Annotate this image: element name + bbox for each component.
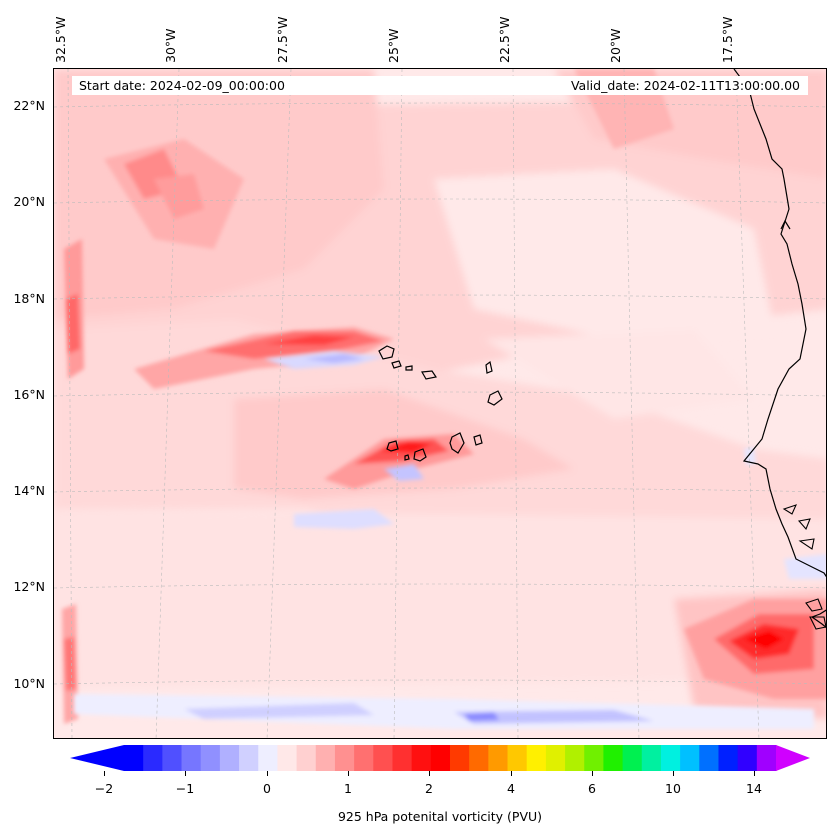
colorbar-segment <box>277 745 298 771</box>
colorbar-segment <box>430 745 451 771</box>
colorbar-segment <box>239 745 259 771</box>
lon-label-30w: 30°W <box>163 28 178 63</box>
colorbar-segment <box>296 745 317 771</box>
colorbar-segments <box>124 745 777 771</box>
colorbar-segment <box>565 745 585 771</box>
cb-tickmark-10 <box>673 771 674 776</box>
cb-tick-label-10: 10 <box>665 781 681 796</box>
colorbar-segment <box>450 745 470 771</box>
lat-label-12n: 12°N <box>13 579 45 594</box>
pv-negative-areas <box>74 351 826 729</box>
colorbar-segment <box>411 745 432 771</box>
gridlines <box>54 69 826 738</box>
cb-tickmark-6 <box>592 771 593 776</box>
cb-tickmark-14 <box>754 771 755 776</box>
lon-label-27-5w: 27.5°W <box>275 16 290 63</box>
cape-verde-islands <box>378 345 503 462</box>
colorbar-segment <box>737 745 758 771</box>
cb-tickmark-m1 <box>185 771 186 776</box>
colorbar-segment <box>680 745 700 771</box>
cb-tickmark-m2 <box>104 771 105 776</box>
colorbar-segment <box>334 745 355 771</box>
colorbar-segment <box>200 745 221 771</box>
lon-label-17-5w: 17.5°W <box>720 16 735 63</box>
cb-tick-label-2: 2 <box>425 781 433 796</box>
lat-label-16n: 16°N <box>13 387 45 402</box>
colorbar-segment <box>756 745 777 771</box>
pv-field <box>54 69 826 738</box>
colorbar-segment <box>603 745 624 771</box>
lon-label-25w: 25°W <box>386 28 401 63</box>
colorbar-segment <box>469 745 489 771</box>
colorbar-segment <box>258 745 279 771</box>
cb-tickmark-0 <box>267 771 268 776</box>
cb-tick-label-m2: −2 <box>94 781 114 796</box>
colorbar-segment <box>545 745 566 771</box>
colorbar-segment <box>660 745 681 771</box>
lon-label-20w: 20°W <box>608 28 623 63</box>
coastline-west-africa <box>733 69 826 629</box>
cb-tick-label-6: 6 <box>588 781 596 796</box>
cb-tickmark-4 <box>511 771 512 776</box>
cb-tick-label-m1: −1 <box>175 781 195 796</box>
lat-label-14n: 14°N <box>13 483 45 498</box>
lat-label-20n: 20°N <box>13 194 45 209</box>
lat-label-18n: 18°N <box>13 291 45 306</box>
colorbar-segment <box>507 745 528 771</box>
colorbar-segment <box>219 745 240 771</box>
colorbar-label: 925 hPa potenital vorticity (PVU) <box>337 809 543 824</box>
colorbar-extend-min <box>70 745 124 771</box>
cb-tickmark-1 <box>348 771 349 776</box>
date-info-bar <box>72 76 808 95</box>
cb-tick-label-1: 1 <box>344 781 352 796</box>
lat-label-22n: 22°N <box>13 98 45 113</box>
colorbar-segment <box>373 745 394 771</box>
valid-date-text: Valid_date: 2024-02-11T13:00:00.00 <box>570 78 800 93</box>
lat-label-10n: 10°N <box>13 676 45 691</box>
colorbar-segment <box>584 745 605 771</box>
lon-label-22-5w: 22.5°W <box>497 16 512 63</box>
colorbar-segment <box>315 745 336 771</box>
colorbar-segment <box>392 745 413 771</box>
colorbar-segment <box>488 745 509 771</box>
colorbar-segment <box>641 745 662 771</box>
lon-label-32-5w: 32.5°W <box>53 16 68 63</box>
colorbar-segment <box>181 745 202 771</box>
start-date-text: Start date: 2024-02-09_00:00:00 <box>79 78 285 93</box>
colorbar-segment <box>162 745 183 771</box>
cb-tick-label-4: 4 <box>507 781 515 796</box>
colorbar-segment <box>622 745 643 771</box>
cb-tickmark-2 <box>429 771 430 776</box>
colorbar-segment <box>699 745 720 771</box>
colorbar-segment <box>718 745 739 771</box>
colorbar-segment <box>124 745 144 771</box>
colorbar-segment <box>143 745 163 771</box>
pv-map <box>53 68 827 739</box>
cb-tick-label-0: 0 <box>263 781 271 796</box>
colorbar-segment <box>354 745 374 771</box>
colorbar-extend-max <box>776 745 810 771</box>
colorbar <box>70 745 810 771</box>
cb-tick-label-14: 14 <box>746 781 762 796</box>
colorbar-segment <box>526 745 547 771</box>
